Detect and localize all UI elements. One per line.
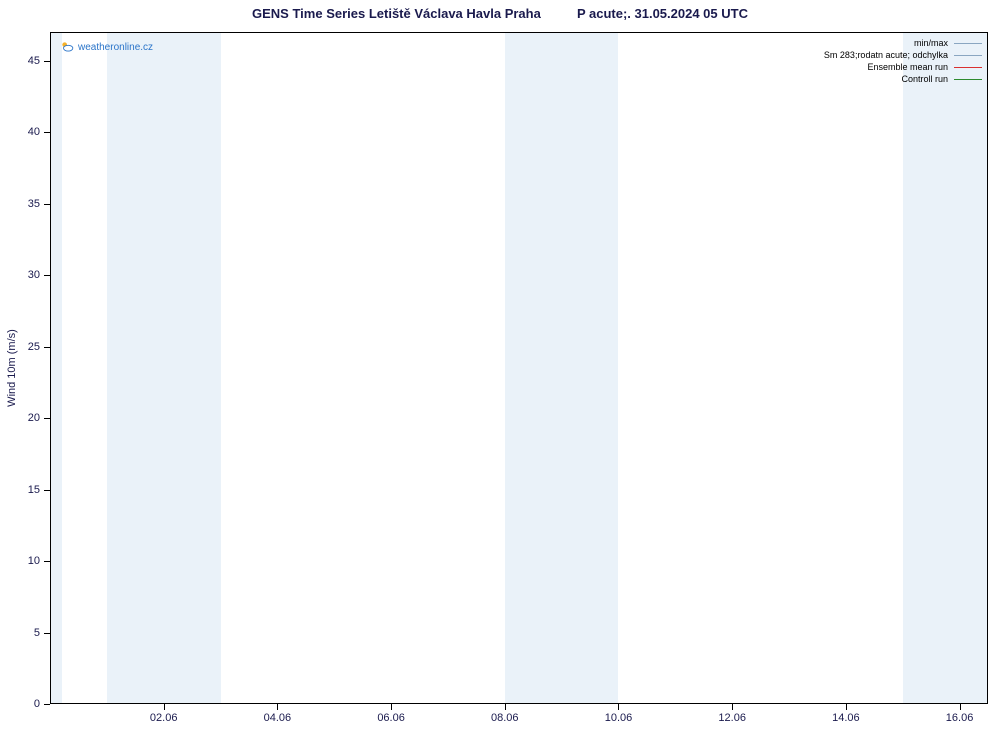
chart-legend: min/max Sm 283;rodatn acute; odchylka Ense… <box>824 37 982 85</box>
legend-item: Controll run <box>824 73 982 85</box>
chart-title: GENS Time Series Letiště Václava Havla P… <box>0 6 1000 21</box>
y-tick-label: 5 <box>34 627 50 639</box>
y-tick-label: 0 <box>34 698 50 710</box>
legend-label: Controll run <box>901 74 948 84</box>
weekend-band <box>903 32 988 704</box>
legend-label: min/max <box>914 38 948 48</box>
y-tick-label: 35 <box>28 198 50 210</box>
watermark: weatheronline.cz <box>60 40 153 54</box>
weather-icon <box>60 40 74 54</box>
y-tick-label: 40 <box>28 126 50 138</box>
legend-item: Ensemble mean run <box>824 61 982 73</box>
y-tick-label: 20 <box>28 412 50 424</box>
x-tick-label: 10.06 <box>605 704 633 724</box>
y-axis-label: Wind 10m (m/s) <box>6 329 18 407</box>
y-tick-label: 25 <box>28 341 50 353</box>
legend-label: Ensemble mean run <box>867 62 948 72</box>
legend-swatch <box>954 55 982 56</box>
y-tick-label: 15 <box>28 484 50 496</box>
legend-label: Sm 283;rodatn acute; odchylka <box>824 50 948 60</box>
watermark-text: weatheronline.cz <box>78 42 153 53</box>
legend-swatch <box>954 79 982 80</box>
weekend-band <box>505 32 619 704</box>
legend-swatch <box>954 43 982 44</box>
x-tick-label: 14.06 <box>832 704 860 724</box>
y-tick-label: 10 <box>28 555 50 567</box>
weekend-band <box>50 32 62 704</box>
legend-item: min/max <box>824 37 982 49</box>
legend-item: Sm 283;rodatn acute; odchylka <box>824 49 982 61</box>
x-tick-label: 06.06 <box>377 704 405 724</box>
legend-swatch <box>954 67 982 68</box>
weekend-band <box>107 32 221 704</box>
x-tick-label: 16.06 <box>946 704 974 724</box>
x-tick-label: 04.06 <box>264 704 292 724</box>
y-tick-label: 45 <box>28 55 50 67</box>
chart-plot-area: 05101520253035404502.0604.0606.0608.0610… <box>50 32 988 704</box>
x-tick-label: 02.06 <box>150 704 178 724</box>
y-tick-label: 30 <box>28 269 50 281</box>
x-tick-label: 08.06 <box>491 704 519 724</box>
x-tick-label: 12.06 <box>718 704 746 724</box>
